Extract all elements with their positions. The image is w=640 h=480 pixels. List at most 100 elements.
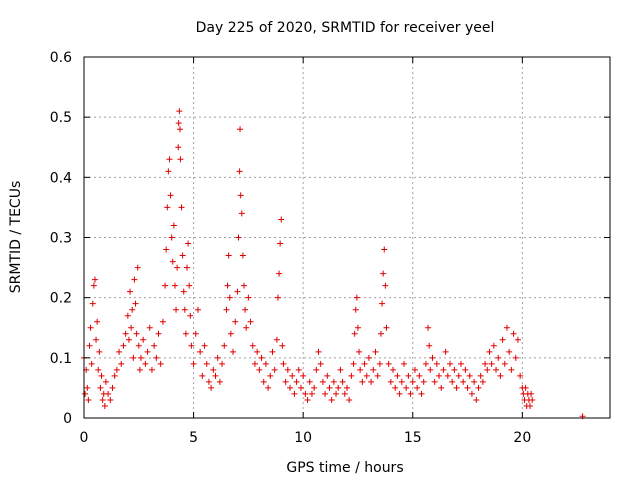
data-point (188, 342, 195, 349)
data-point (223, 306, 230, 313)
data-point (495, 354, 502, 361)
data-point (96, 348, 103, 355)
data-point (146, 324, 153, 331)
data-point (153, 354, 160, 361)
data-point (127, 288, 134, 295)
data-point (136, 366, 143, 373)
data-point (84, 384, 91, 391)
data-point (442, 348, 449, 355)
data-point (484, 366, 491, 373)
data-point (501, 360, 508, 367)
data-point (414, 384, 421, 391)
data-point (179, 252, 186, 259)
data-point (186, 282, 193, 289)
data-point (87, 324, 94, 331)
data-point (85, 396, 92, 403)
data-point (376, 360, 383, 367)
data-point (86, 342, 93, 349)
data-point (453, 384, 460, 391)
data-point (148, 366, 155, 373)
data-point (175, 144, 182, 151)
data-point (390, 366, 397, 373)
data-point (311, 384, 318, 391)
data-point (377, 330, 384, 337)
data-point (216, 378, 223, 385)
data-point (280, 360, 287, 367)
data-point (238, 210, 245, 217)
data-point (180, 288, 187, 295)
data-point (237, 126, 244, 133)
data-point (411, 366, 418, 373)
data-point (265, 384, 272, 391)
data-point (350, 360, 357, 367)
data-point (356, 348, 363, 355)
data-point (201, 342, 208, 349)
data-point (522, 384, 529, 391)
data-point (101, 402, 108, 409)
y-tick-label: 0 (63, 411, 72, 427)
data-point (94, 318, 101, 325)
data-point (137, 354, 144, 361)
data-point (243, 324, 250, 331)
data-point (497, 372, 504, 379)
data-point (348, 372, 355, 379)
data-point (155, 330, 162, 337)
data-point (372, 348, 379, 355)
data-point (271, 366, 278, 373)
data-point (324, 372, 331, 379)
data-point (420, 378, 427, 385)
data-point (418, 390, 425, 397)
data-point (274, 294, 281, 301)
data-point (187, 312, 194, 319)
data-point (330, 378, 337, 385)
data-point (300, 372, 307, 379)
data-point (433, 360, 440, 367)
data-point (287, 384, 294, 391)
x-axis-title: GPS time / hours (286, 460, 403, 476)
data-point (267, 372, 274, 379)
data-point (447, 360, 454, 367)
data-point (258, 354, 265, 361)
data-point (208, 384, 215, 391)
data-point (99, 396, 106, 403)
data-point (277, 240, 284, 247)
data-point (368, 378, 375, 385)
data-point (317, 360, 324, 367)
data-point (315, 348, 322, 355)
data-point (512, 354, 519, 361)
data-point (95, 366, 102, 373)
data-point (219, 360, 226, 367)
data-point (178, 204, 185, 211)
y-tick-label: 0.1 (50, 351, 72, 367)
data-point (169, 258, 176, 265)
data-point (212, 372, 219, 379)
data-point (427, 366, 434, 373)
data-point (276, 270, 283, 277)
chart-title: Day 225 of 2020, SRMTID for receiver yee… (196, 20, 495, 36)
data-point (351, 330, 358, 337)
data-point (135, 342, 142, 349)
x-tick-label: 20 (513, 430, 531, 446)
data-point (490, 342, 497, 349)
data-point (308, 390, 315, 397)
data-point (197, 348, 204, 355)
data-point (90, 282, 97, 289)
data-point (164, 204, 171, 211)
data-point (120, 342, 127, 349)
data-point (426, 342, 433, 349)
data-point (403, 384, 410, 391)
data-point (374, 372, 381, 379)
data-point (508, 366, 515, 373)
data-point (295, 366, 302, 373)
data-point (339, 378, 346, 385)
y-tick-labels: 0 0.1 0.2 0.3 0.4 0.5 0.6 (50, 50, 72, 427)
data-point (357, 366, 364, 373)
data-point (517, 372, 524, 379)
data-point (235, 234, 242, 241)
data-point (129, 306, 136, 313)
data-point (527, 402, 534, 409)
data-point (499, 336, 506, 343)
data-point (407, 390, 414, 397)
x-tick-label: 5 (189, 430, 198, 446)
